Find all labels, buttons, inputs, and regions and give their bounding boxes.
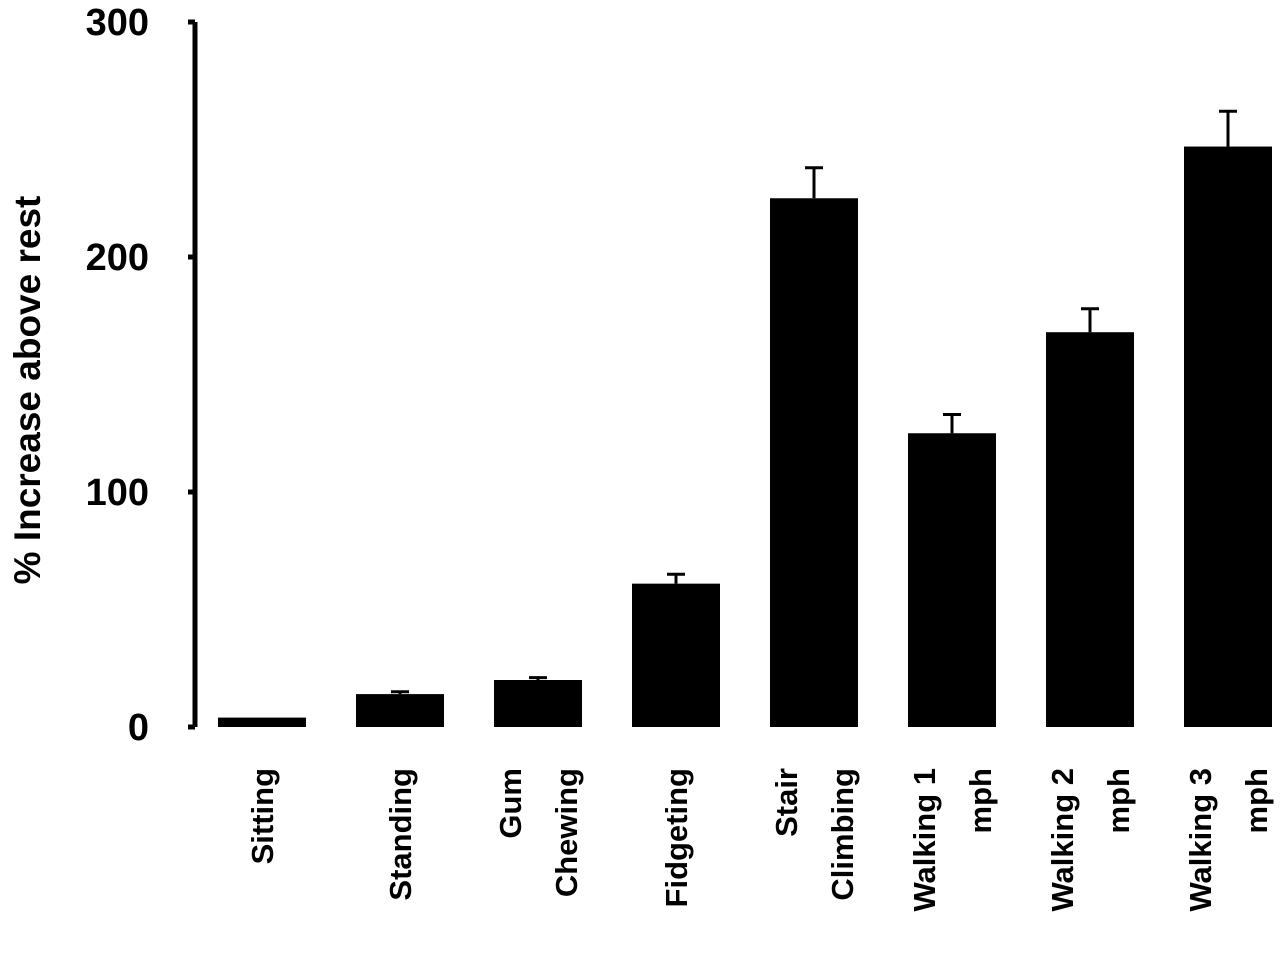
y-tick-label: 100	[86, 472, 149, 514]
bar	[908, 433, 996, 727]
x-tick-label: Standing	[383, 768, 418, 901]
x-tick-label: Chewing	[549, 768, 584, 897]
x-tick-label: Sitting	[245, 768, 280, 864]
x-tick-label: Walking 3	[1183, 768, 1218, 912]
x-tick-label: mph	[1101, 768, 1136, 833]
bars	[218, 146, 1272, 728]
x-tick-label: mph	[1239, 768, 1274, 833]
bar	[1046, 332, 1134, 727]
bar	[1184, 146, 1272, 728]
bar	[770, 198, 858, 727]
y-tick-label: 300	[86, 2, 149, 44]
x-tick-label: Stair	[769, 768, 804, 837]
x-tick-label: Climbing	[825, 768, 860, 901]
bar	[218, 717, 306, 727]
x-tick-label: Walking 2	[1045, 768, 1080, 912]
x-tick-label: Gum	[493, 768, 528, 839]
y-ticks: 0 100 200 300	[86, 2, 195, 749]
bar	[632, 583, 720, 727]
y-axis-label: % Increase above rest	[7, 196, 48, 585]
x-tick-label: mph	[963, 768, 998, 833]
error-bars	[391, 109, 1237, 695]
x-tick-label: Walking 1	[907, 768, 942, 912]
bar	[494, 680, 582, 727]
x-tick-labels: Sitting Standing Gum Chewing Fidgeting Stair C…	[245, 768, 1274, 912]
y-tick-label: 200	[86, 237, 149, 279]
y-tick-label: 0	[128, 707, 149, 749]
x-tick-label: Fidgeting	[659, 768, 694, 907]
bar	[356, 694, 444, 727]
